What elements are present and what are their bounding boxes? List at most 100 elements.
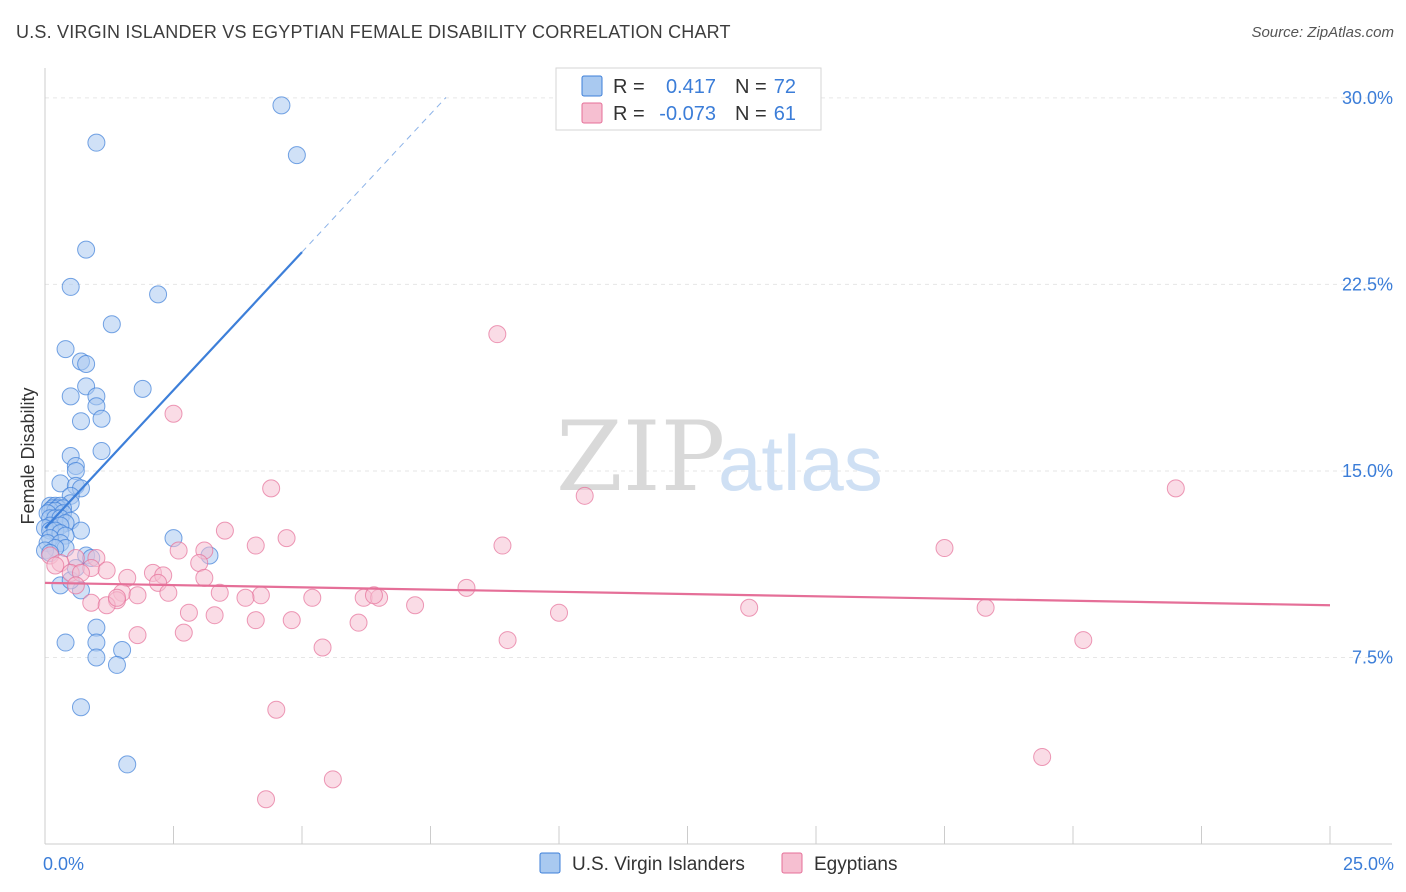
trend-line-egyptians bbox=[44, 581, 1331, 607]
bottom-legend-swatch-blue bbox=[539, 852, 561, 874]
data-point-virgin-islanders bbox=[77, 240, 96, 259]
data-point-egyptians bbox=[277, 529, 296, 548]
data-point-egyptians bbox=[257, 790, 276, 809]
y-axis-label: Female Disability bbox=[18, 387, 38, 524]
data-point-egyptians bbox=[457, 578, 476, 597]
data-point-virgin-islanders bbox=[71, 698, 90, 717]
data-point-egyptians bbox=[107, 588, 126, 607]
data-point-virgin-islanders bbox=[102, 315, 121, 334]
data-point-egyptians bbox=[46, 556, 65, 575]
data-point-egyptians bbox=[169, 541, 188, 560]
data-point-egyptians bbox=[128, 626, 147, 645]
data-point-virgin-islanders bbox=[118, 755, 137, 774]
data-point-egyptians bbox=[97, 561, 116, 580]
data-point-egyptians bbox=[406, 596, 425, 615]
data-point-egyptians bbox=[128, 586, 147, 605]
y-tick-label: 22.5% bbox=[1342, 274, 1393, 294]
data-point-virgin-islanders bbox=[56, 633, 75, 652]
watermark-atlas: atlas bbox=[718, 419, 883, 507]
data-point-egyptians bbox=[262, 479, 281, 498]
data-point-virgin-islanders bbox=[272, 96, 291, 115]
trend-line-virgin-islanders bbox=[44, 251, 303, 529]
legend-swatch-blue bbox=[581, 75, 603, 97]
data-point-egyptians bbox=[246, 536, 265, 555]
data-point-egyptians bbox=[210, 583, 229, 602]
data-point-virgin-islanders bbox=[107, 655, 126, 674]
data-point-virgin-islanders bbox=[287, 146, 306, 165]
data-point-virgin-islanders bbox=[77, 355, 96, 374]
y-tick-label: 7.5% bbox=[1352, 647, 1393, 667]
tick-labels: 7.5% 15.0% 22.5% 30.0% 0.0% 25.0% bbox=[43, 88, 1394, 874]
bottom-legend-label-1: U.S. Virgin Islanders bbox=[572, 854, 745, 875]
source-credit: Source: ZipAtlas.com bbox=[1251, 24, 1394, 41]
data-point-egyptians bbox=[488, 325, 507, 344]
data-point-virgin-islanders bbox=[92, 442, 111, 461]
data-point-egyptians bbox=[174, 623, 193, 642]
bottom-legend-swatch-pink bbox=[781, 852, 803, 874]
data-point-egyptians bbox=[349, 613, 368, 632]
data-point-virgin-islanders bbox=[56, 340, 75, 359]
data-point-egyptians bbox=[190, 553, 209, 572]
data-point-egyptians bbox=[364, 586, 383, 605]
x-tick-label: 25.0% bbox=[1343, 854, 1394, 874]
y-tick-label: 15.0% bbox=[1342, 461, 1393, 481]
legend-n-label-2: N = bbox=[735, 103, 767, 125]
legend-box: R = 0.417 N = 72 R = -0.073 N = 61 bbox=[555, 67, 822, 131]
grid-lines bbox=[45, 97, 1392, 658]
data-point-egyptians bbox=[550, 603, 568, 622]
data-point-virgin-islanders bbox=[149, 285, 168, 304]
x-tick-label: 0.0% bbox=[43, 854, 84, 874]
data-point-virgin-islanders bbox=[133, 379, 152, 398]
data-point-egyptians bbox=[1033, 747, 1052, 766]
data-point-egyptians bbox=[205, 606, 224, 625]
legend-swatch-pink bbox=[581, 102, 603, 124]
axes bbox=[44, 68, 1392, 845]
data-point-virgin-islanders bbox=[87, 648, 106, 667]
data-points bbox=[36, 96, 1185, 809]
data-point-egyptians bbox=[159, 583, 178, 602]
legend-n-label-1: N = bbox=[735, 76, 767, 98]
data-point-egyptians bbox=[82, 593, 101, 612]
bottom-legend-label-2: Egyptians bbox=[814, 854, 897, 875]
data-point-egyptians bbox=[251, 586, 270, 605]
data-point-egyptians bbox=[179, 603, 198, 622]
data-point-egyptians bbox=[164, 404, 183, 423]
data-point-egyptians bbox=[498, 631, 517, 650]
data-point-virgin-islanders bbox=[71, 521, 90, 540]
legend-r-label-2: R = bbox=[613, 103, 645, 125]
data-point-egyptians bbox=[282, 611, 301, 630]
data-point-virgin-islanders bbox=[61, 277, 80, 296]
data-point-virgin-islanders bbox=[61, 387, 80, 406]
chart-title: U.S. VIRGIN ISLANDER VS EGYPTIAN FEMALE … bbox=[16, 22, 731, 42]
data-point-egyptians bbox=[195, 568, 214, 587]
data-point-virgin-islanders bbox=[92, 409, 111, 428]
data-point-virgin-islanders bbox=[87, 133, 106, 152]
data-point-egyptians bbox=[267, 700, 286, 719]
bottom-legend: U.S. Virgin Islanders Egyptians bbox=[539, 852, 897, 875]
data-point-egyptians bbox=[215, 521, 234, 540]
legend-r-label-1: R = bbox=[613, 76, 645, 98]
legend-r-value-1: 0.417 bbox=[666, 76, 716, 98]
data-point-egyptians bbox=[575, 486, 594, 505]
legend-n-value-2: 61 bbox=[774, 103, 796, 125]
data-point-egyptians bbox=[236, 588, 255, 607]
watermark: ZIP atlas bbox=[556, 401, 883, 513]
data-point-egyptians bbox=[323, 770, 342, 789]
data-point-egyptians bbox=[66, 548, 85, 567]
data-point-egyptians bbox=[303, 588, 322, 607]
data-point-egyptians bbox=[493, 536, 512, 555]
data-point-virgin-islanders bbox=[71, 412, 90, 431]
data-point-egyptians bbox=[246, 611, 265, 630]
data-point-egyptians bbox=[313, 638, 332, 657]
legend-r-value-2: -0.073 bbox=[659, 103, 716, 125]
data-point-egyptians bbox=[740, 598, 759, 617]
trend-line-virgin-islanders-extension bbox=[301, 97, 447, 253]
data-point-egyptians bbox=[1166, 479, 1185, 498]
data-point-egyptians bbox=[976, 598, 995, 617]
data-point-egyptians bbox=[66, 576, 85, 595]
data-point-virgin-islanders bbox=[113, 641, 132, 660]
y-tick-label: 30.0% bbox=[1342, 88, 1393, 108]
legend-n-value-1: 72 bbox=[774, 76, 796, 98]
trend-lines bbox=[44, 97, 1331, 607]
